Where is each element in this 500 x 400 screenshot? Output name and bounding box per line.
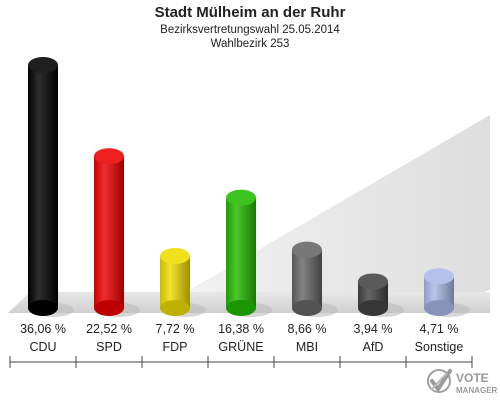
value-label-sonstige: 4,71 %: [420, 322, 459, 336]
bar-body: [292, 249, 322, 308]
bar-afd: [358, 273, 404, 317]
bar-cdu: [28, 57, 74, 317]
bar-body: [226, 197, 256, 308]
bar-top: [226, 189, 256, 206]
bar-bottom: [28, 300, 58, 316]
value-label-spd: 22,52 %: [86, 322, 132, 336]
bar-spd: [94, 148, 140, 317]
value-label-afd: 3,94 %: [354, 322, 393, 336]
value-label-group: 36,06 % 22,52 % 7,72 % 16,38 % 8,66 % 3,94 % 4…: [20, 322, 458, 336]
bar-body: [94, 156, 124, 308]
value-label-fdp: 7,72 %: [156, 322, 195, 336]
bar-bottom: [358, 300, 388, 316]
value-label-gr-ne: 16,38 %: [218, 322, 264, 336]
category-label-sonstige: Sonstige: [415, 340, 464, 354]
logo-line2: MANAGER: [456, 386, 498, 395]
bar-top: [94, 148, 124, 165]
bar-group: [28, 57, 470, 317]
bar-top: [358, 273, 388, 290]
bar-top: [424, 268, 454, 285]
category-label-group: CDU SPD FDP GRÜNE MBI AfD Sonstige: [29, 340, 463, 354]
bar-gr-ne: [226, 189, 272, 317]
logo-line1: VOTE: [456, 371, 489, 385]
bar-mbi: [292, 241, 338, 317]
bar-bottom: [226, 300, 256, 316]
category-label-afd: AfD: [363, 340, 384, 354]
chart-subtitle: Bezirksvertretungswahl 25.05.2014: [160, 24, 340, 36]
chart-title: Stadt Mülheim an der Ruhr: [155, 4, 346, 21]
bar-sonstige: [424, 268, 470, 317]
bar-bottom: [292, 300, 322, 316]
x-axis: [9, 356, 473, 368]
value-label-mbi: 8,66 %: [288, 322, 327, 336]
bar-fdp: [160, 247, 206, 317]
bar-top: [160, 247, 190, 264]
bar-body: [28, 65, 58, 308]
bar-top: [292, 241, 322, 258]
bar-bottom: [94, 300, 124, 316]
category-label-fdp: FDP: [163, 340, 188, 354]
value-label-cdu: 36,06 %: [20, 322, 66, 336]
bar-bottom: [424, 300, 454, 316]
bar-bottom: [160, 300, 190, 316]
bar-body: [160, 255, 190, 308]
check-icon: [427, 369, 452, 393]
category-label-gr-ne: GRÜNE: [218, 340, 263, 354]
bar-top: [28, 57, 58, 73]
category-label-cdu: CDU: [29, 340, 56, 354]
votemanager-logo: VOTE MANAGER: [427, 369, 498, 395]
category-label-mbi: MBI: [296, 340, 318, 354]
chart-district: Wahlbezirk 253: [211, 38, 290, 50]
category-label-spd: SPD: [96, 340, 122, 354]
